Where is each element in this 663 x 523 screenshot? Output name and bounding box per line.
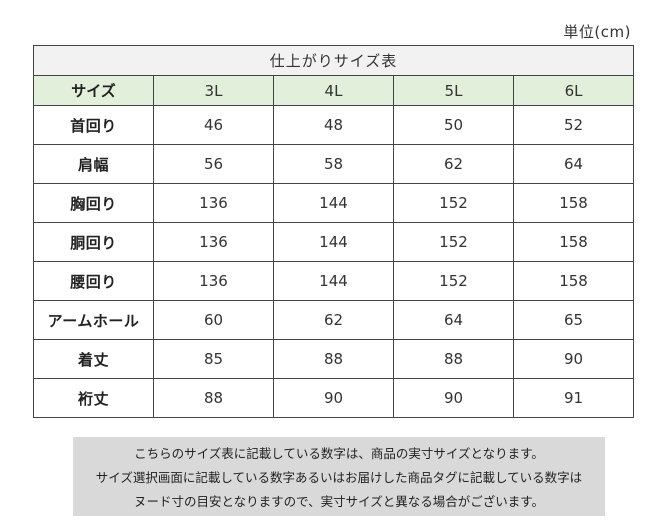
table-row-neck: 首回り 46 48 50 52: [33, 105, 635, 145]
table-cell: 144: [273, 183, 394, 223]
table-cell: 90: [512, 339, 635, 379]
row-label: 胸回り: [33, 183, 154, 223]
table-cell: 158: [512, 261, 635, 301]
row-label: 肩幅: [33, 144, 154, 184]
table-cell: 48: [273, 105, 394, 145]
table-cell: 144: [273, 222, 394, 262]
table-row-chest: 胸回り 136 144 152 158: [33, 183, 635, 223]
table-header-row: サイズ 3L 4L 5L 6L: [33, 75, 635, 106]
table-cell: 158: [512, 183, 635, 223]
table-row-hip: 腰回り 136 144 152 158: [33, 261, 635, 301]
table-cell: 152: [393, 183, 514, 223]
table-cell: 90: [393, 378, 514, 418]
table-cell: 136: [153, 183, 274, 223]
row-label: 裄丈: [33, 378, 154, 418]
row-label: 腰回り: [33, 261, 154, 301]
table-cell: 136: [153, 222, 274, 262]
table-cell: 136: [153, 261, 274, 301]
row-label: 着丈: [33, 339, 154, 379]
table-cell: 144: [273, 261, 394, 301]
table-cell: 62: [273, 300, 394, 340]
table-cell: 152: [393, 222, 514, 262]
table-cell: 64: [393, 300, 514, 340]
table-title: 仕上がりサイズ表: [32, 45, 635, 76]
size-notice-box: こちらのサイズ表に記載している数字は、商品の実寸サイズとなります。 サイズ選択画…: [73, 437, 605, 516]
table-row-armhole: アームホール 60 62 64 65: [33, 300, 635, 340]
table-cell: 85: [153, 339, 274, 379]
table-row-sleeve: 裄丈 88 90 90 91: [33, 378, 635, 418]
size-header-5l: 5L: [393, 75, 514, 106]
table-cell: 90: [273, 378, 394, 418]
notice-line: サイズ選択画面に記載している数字あるいはお届けした商品タグに記載している数字は: [95, 470, 583, 485]
table-cell: 52: [512, 105, 635, 145]
table-cell: 56: [153, 144, 274, 184]
table-row-waist: 胴回り 136 144 152 158: [33, 222, 635, 262]
row-label: 首回り: [33, 105, 154, 145]
table-cell: 60: [153, 300, 274, 340]
table-cell: 46: [153, 105, 274, 145]
table-title-row: 仕上がりサイズ表: [32, 45, 635, 76]
size-header-4l: 4L: [273, 75, 394, 106]
table-cell: 64: [512, 144, 635, 184]
notice-line: こちらのサイズ表に記載している数字は、商品の実寸サイズとなります。: [134, 446, 544, 461]
table-cell: 88: [393, 339, 514, 379]
table-cell: 158: [512, 222, 635, 262]
notice-line: ヌード寸の目安となりますので、実寸サイズと異なる場合がございます。: [133, 494, 544, 509]
table-cell: 88: [273, 339, 394, 379]
table-cell: 65: [512, 300, 635, 340]
table-cell: 50: [393, 105, 514, 145]
size-header-label: サイズ: [33, 75, 154, 106]
size-header-6l: 6L: [512, 75, 635, 106]
table-cell: 62: [393, 144, 514, 184]
table-cell: 88: [153, 378, 274, 418]
table-row-length: 着丈 85 88 88 90: [33, 339, 635, 379]
table-cell: 152: [393, 261, 514, 301]
table-row-shoulder: 肩幅 56 58 62 64: [33, 144, 635, 184]
table-cell: 91: [512, 378, 635, 418]
row-label: 胴回り: [33, 222, 154, 262]
table-cell: 58: [273, 144, 394, 184]
size-header-3l: 3L: [153, 75, 274, 106]
row-label: アームホール: [33, 300, 154, 340]
unit-label: 単位(cm): [563, 23, 631, 41]
size-chart-table: 仕上がりサイズ表 サイズ 3L 4L 5L 6L 首回り 46 48 50 52…: [32, 45, 635, 418]
